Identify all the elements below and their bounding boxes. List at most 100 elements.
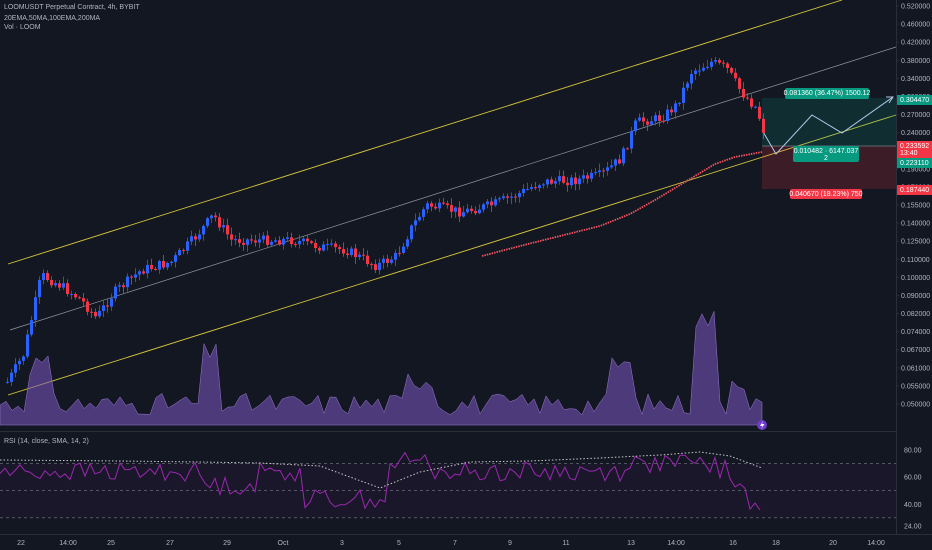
candle-body — [322, 244, 325, 251]
candle-body — [274, 240, 277, 242]
candle-body — [30, 320, 33, 335]
time-tick-label: 16 — [729, 540, 737, 547]
channel-upper-line — [7, 0, 843, 265]
candle-body — [690, 74, 693, 84]
candle-body — [670, 109, 673, 113]
candle-body — [386, 258, 389, 263]
candle-body — [22, 356, 25, 361]
symbol-title[interactable]: LOOMUSDT Perpetual Contract, 4h, BYBIT — [4, 4, 140, 11]
candle-body — [270, 241, 273, 245]
candle-body — [582, 175, 585, 179]
candle-body — [558, 176, 561, 182]
candle-body — [482, 204, 485, 210]
candle-body — [470, 208, 473, 211]
time-tick-label: 25 — [107, 540, 115, 547]
candle-body — [290, 237, 293, 245]
price-tick-label: 0.055000 — [901, 383, 930, 390]
candle-body — [222, 225, 225, 228]
price-label: 0.304470 — [900, 97, 929, 104]
candle-body — [154, 268, 157, 270]
time-tick-label: 11 — [562, 540, 569, 547]
candle-body — [346, 253, 349, 255]
candle-body — [230, 234, 233, 240]
candle-body — [150, 264, 153, 269]
candle-body — [330, 243, 333, 245]
candle-body — [606, 167, 609, 171]
candle-body — [510, 196, 513, 198]
candle-body — [162, 261, 165, 268]
candle-body — [262, 235, 265, 240]
candle-body — [186, 241, 189, 251]
candle-body — [66, 283, 69, 295]
rsi-tick-label: 80.00 — [904, 448, 922, 455]
candle-body — [466, 208, 469, 213]
candle-body — [406, 239, 409, 247]
candle-body — [630, 131, 633, 149]
candle-body — [518, 193, 521, 198]
candle-body — [90, 311, 93, 313]
candle-body — [486, 201, 489, 205]
candle-body — [706, 66, 709, 68]
time-tick-label: 7 — [453, 540, 457, 547]
candle-body — [130, 276, 133, 278]
price-tick-label: 0.340000 — [901, 76, 930, 83]
candle-body — [110, 298, 113, 307]
price-tick-label: 0.270000 — [901, 112, 930, 119]
time-tick-label: 13 — [627, 540, 635, 547]
candle-body — [758, 106, 761, 119]
lightning-icon-glyph — [760, 421, 765, 430]
candle-body — [390, 259, 393, 263]
entry-label-bg — [793, 146, 859, 162]
target-zone — [762, 98, 896, 146]
candle-body — [598, 170, 601, 173]
price-label: 0.223110 — [900, 160, 929, 167]
time-tick-label: 22 — [17, 540, 25, 547]
rsi-tick-label: 40.00 — [904, 502, 922, 509]
candle-body — [94, 311, 97, 317]
candle-body — [514, 196, 517, 198]
candle-body — [422, 209, 425, 217]
candle-body — [282, 238, 285, 245]
candle-body — [506, 196, 509, 198]
candle-body — [26, 334, 29, 357]
candle-body — [298, 241, 301, 245]
candle-body — [366, 255, 369, 265]
candle-body — [562, 176, 565, 183]
candle-body — [754, 106, 757, 108]
target-label: 0.081360 (36.47%) 1500.12 — [784, 90, 871, 97]
candle-body — [414, 220, 417, 226]
candle-body — [50, 280, 53, 286]
candle-body — [310, 241, 313, 243]
rsi-tick-label: 60.00 — [904, 475, 922, 482]
candle-body — [574, 177, 577, 185]
indicator-legend[interactable]: 20EMA,50MA,100EMA,200MA — [4, 15, 101, 22]
candle-body — [46, 272, 49, 281]
candle-body — [42, 272, 45, 281]
candle-body — [490, 201, 493, 206]
candle-body — [642, 117, 645, 122]
candle-body — [502, 196, 505, 199]
candle-body — [678, 102, 681, 104]
candle-body — [614, 159, 617, 166]
candle-body — [718, 60, 721, 63]
candle-body — [350, 248, 353, 255]
volume-legend[interactable]: Vol · LOOM — [4, 24, 41, 31]
candle-body — [74, 294, 77, 298]
candle-body — [538, 185, 541, 188]
candle-body — [650, 121, 653, 125]
candle-body — [674, 103, 677, 113]
rsi-legend[interactable]: RSI (14, close, SMA, 14, 2) — [4, 438, 89, 445]
candle-body — [118, 285, 121, 287]
candle-body — [622, 148, 625, 164]
candle-body — [434, 206, 437, 209]
price-tick-label: 0.420000 — [901, 40, 930, 47]
price-tick-label: 0.140000 — [901, 221, 930, 228]
candle-body — [334, 243, 337, 248]
candle-body — [746, 97, 749, 99]
candle-body — [530, 187, 533, 189]
forecast-arrow-icon — [886, 96, 894, 104]
price-label-bg — [897, 95, 932, 105]
rsi-tick-label: 24.00 — [904, 524, 922, 531]
time-tick-label: Oct — [278, 540, 289, 547]
